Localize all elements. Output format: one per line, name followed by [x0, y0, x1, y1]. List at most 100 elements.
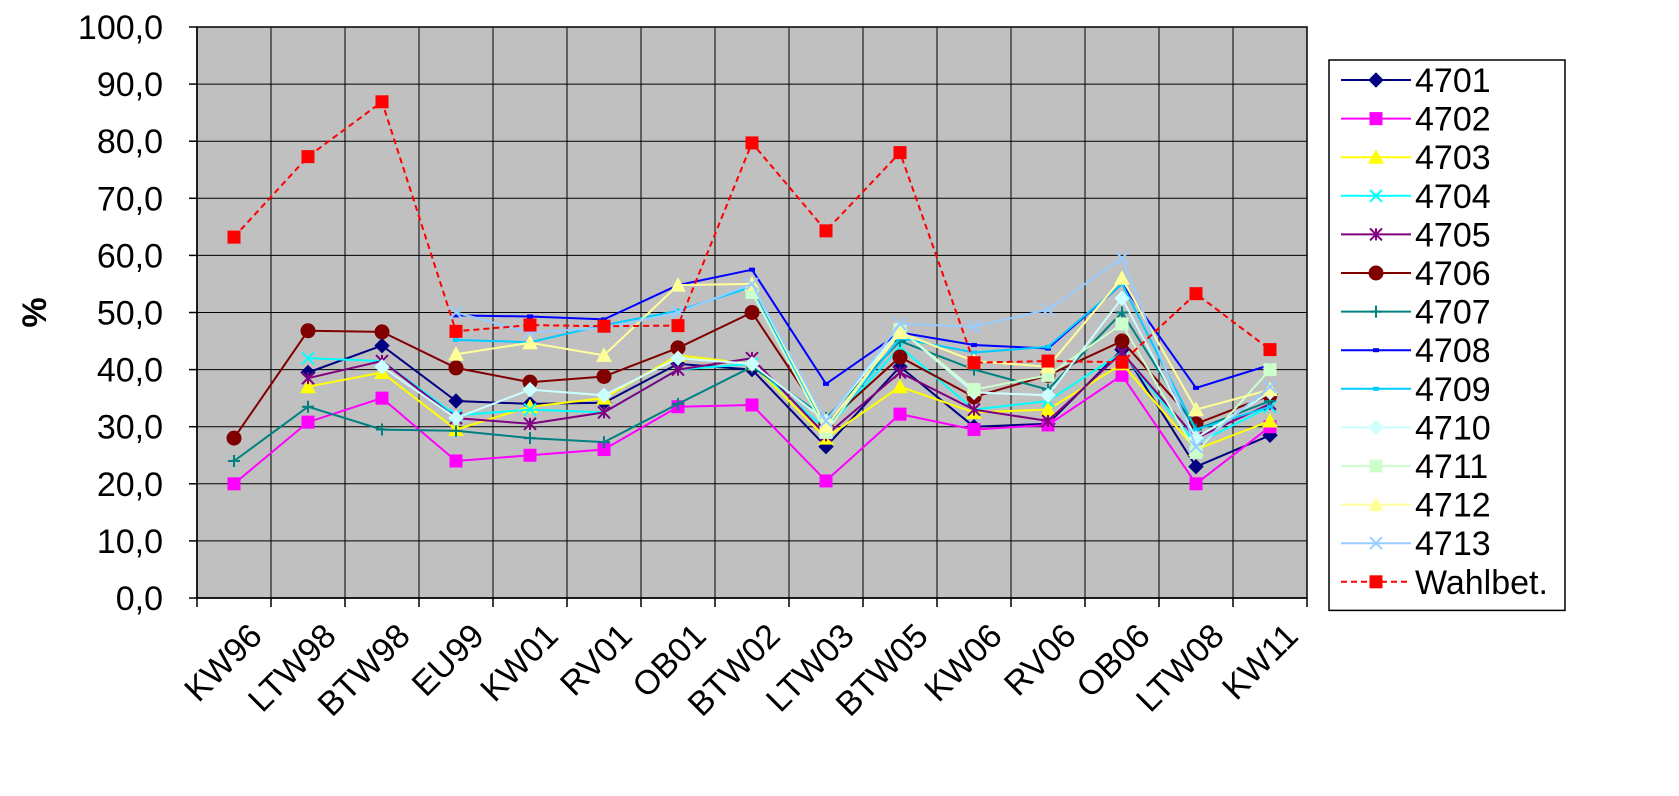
legend-label: 4709 — [1415, 371, 1491, 409]
legend-marker — [1369, 189, 1383, 203]
legend-item: 4703 — [1341, 139, 1491, 177]
data-point — [601, 317, 607, 322]
y-tick-label: 0,0 — [116, 580, 163, 618]
legend-item: 4713 — [1341, 525, 1491, 563]
data-point — [971, 343, 977, 348]
data-point — [449, 324, 463, 338]
data-point — [374, 359, 390, 375]
legend-label: 4705 — [1415, 216, 1491, 254]
legend-label: 4707 — [1415, 294, 1491, 332]
data-point — [1189, 477, 1203, 491]
legend-label: 4708 — [1415, 332, 1491, 370]
data-point — [1263, 343, 1277, 357]
data-point — [301, 415, 315, 429]
legend: 4701470247034704470547064707470847094710… — [1328, 59, 1566, 612]
data-point — [227, 477, 241, 491]
data-point — [744, 356, 760, 372]
data-point — [967, 320, 981, 334]
data-point — [597, 319, 611, 333]
legend-label: 4712 — [1415, 487, 1491, 525]
data-point — [823, 381, 829, 386]
data-point — [1263, 380, 1277, 394]
legend-item: 4712 — [1341, 487, 1491, 525]
legend-marker — [1373, 348, 1379, 353]
data-point — [745, 136, 759, 150]
legend-marker — [1369, 459, 1383, 473]
series-Wahlbet. — [227, 95, 1277, 370]
legend-label: 4706 — [1415, 255, 1491, 293]
data-point — [227, 230, 241, 244]
series-group — [226, 95, 1278, 491]
x-tick-label: EU99 — [405, 617, 492, 704]
y-tick-label: 100,0 — [78, 9, 163, 47]
legend-marker — [1368, 496, 1384, 512]
data-point — [596, 368, 612, 384]
y-tick-label: 20,0 — [97, 466, 163, 504]
y-axis: 0,0 10,0 20,0 30,0 40,0 50,0 60,0 70,0 80,0 90,0 1… — [78, 9, 198, 618]
y-tick-label: 40,0 — [97, 352, 163, 390]
legend-marker — [1373, 386, 1379, 391]
data-point — [226, 430, 242, 446]
legend-marker — [1369, 575, 1383, 589]
legend-item: 4710 — [1341, 409, 1491, 447]
data-point — [1041, 354, 1055, 368]
data-point — [300, 323, 316, 339]
data-point — [524, 432, 536, 445]
series-line — [455, 256, 1271, 449]
legend-label: 4710 — [1415, 409, 1491, 447]
data-point — [450, 424, 462, 437]
legend-label: 4713 — [1415, 525, 1491, 563]
data-point — [523, 402, 537, 417]
data-point — [1115, 251, 1129, 265]
data-point — [301, 150, 315, 164]
y-tick-label: 10,0 — [97, 523, 163, 561]
data-point — [1193, 385, 1199, 390]
x-tick-label: KW06 — [917, 617, 1009, 709]
x-tick-label: RV01 — [553, 617, 640, 704]
y-tick-label: 50,0 — [97, 295, 163, 333]
x-tick-label: KW01 — [473, 617, 565, 709]
data-point — [523, 448, 537, 462]
legend-label: 4704 — [1415, 178, 1491, 216]
data-point — [301, 371, 315, 385]
data-point — [1189, 439, 1203, 454]
data-point — [967, 383, 981, 397]
data-point — [745, 398, 759, 412]
series-line — [307, 351, 1271, 440]
data-point — [522, 381, 538, 398]
legend-label: Wahlbet. — [1415, 564, 1548, 602]
series-line — [307, 354, 1271, 451]
legend-item: 4704 — [1341, 178, 1491, 216]
x-axis: KW96LTW98BTW98EU99KW01RV01OB01BTW02LTW03… — [177, 597, 1308, 724]
data-point — [1262, 412, 1278, 428]
data-point — [1267, 404, 1273, 409]
data-point — [598, 436, 610, 449]
data-point — [448, 393, 464, 409]
data-point — [1193, 427, 1199, 432]
data-point — [453, 337, 459, 342]
data-point — [1188, 458, 1204, 475]
legend-item: Wahlbet. — [1341, 564, 1548, 602]
data-point — [1116, 306, 1128, 319]
data-point — [300, 378, 316, 394]
legend-item: 4706 — [1341, 255, 1491, 293]
data-point — [1115, 317, 1129, 331]
data-point — [449, 305, 463, 320]
data-point — [967, 402, 981, 417]
data-point — [892, 378, 908, 394]
data-point — [892, 349, 908, 365]
data-point — [1040, 387, 1056, 404]
data-point — [1189, 287, 1203, 301]
x-tick-label: RV06 — [997, 617, 1084, 704]
data-point — [448, 410, 464, 426]
y-tick-label: 90,0 — [97, 66, 163, 104]
y-tick-label: 80,0 — [97, 123, 163, 161]
legend-item: 4709 — [1341, 371, 1491, 409]
legend-item: 4707 — [1341, 294, 1491, 332]
data-point — [1045, 344, 1051, 349]
data-point — [675, 308, 681, 313]
data-point — [1114, 270, 1130, 285]
data-point — [749, 267, 755, 272]
data-point — [1041, 414, 1055, 428]
